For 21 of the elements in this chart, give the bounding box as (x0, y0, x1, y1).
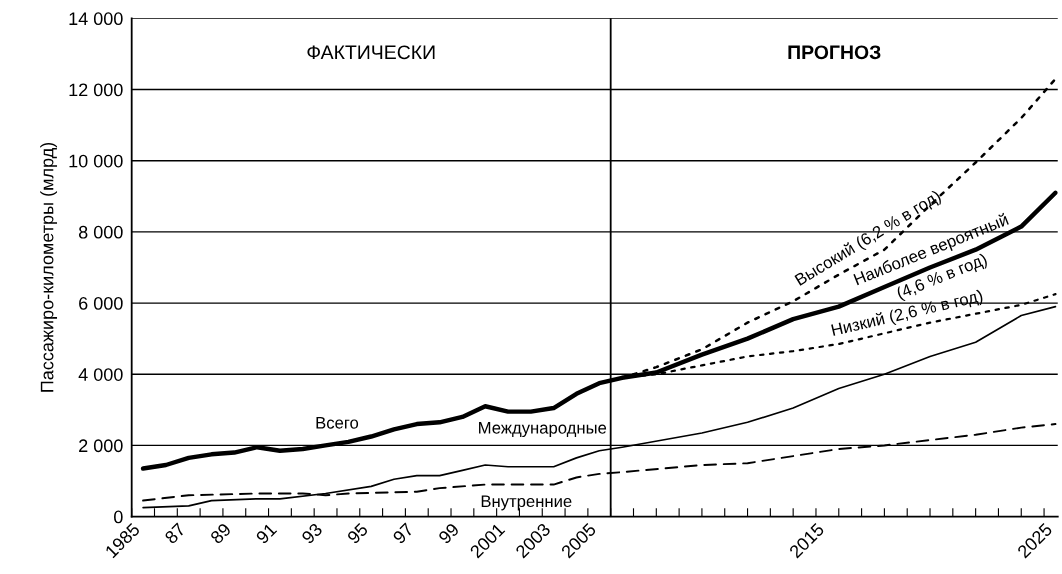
y-tick-label: 12 000 (69, 83, 123, 97)
y-tick-label: 6 000 (79, 297, 123, 310)
x-tick-label: 89 (209, 522, 232, 545)
x-tick-label: 91 (255, 522, 278, 545)
series-label: Международные (479, 422, 607, 438)
y-tick-label: 4 000 (78, 368, 123, 381)
series-label: Внутренние (481, 495, 572, 511)
x-tick-label: 95 (346, 522, 369, 545)
x-tick-label: 87 (164, 522, 187, 545)
series-label: Всего (316, 417, 359, 429)
y-tick-label: 2 000 (79, 439, 123, 453)
x-tick-label: 99 (437, 522, 460, 545)
y-tick-label: 0 (114, 510, 123, 524)
x-tick-label: 93 (300, 522, 323, 545)
y-tick-label: 14 000 (69, 12, 123, 26)
annotation: ФАКТИЧЕСКИ (307, 45, 435, 60)
y-tick-label: 10 000 (69, 154, 123, 168)
x-tick-label: 97 (392, 522, 415, 545)
y-tick-label: 8 000 (78, 225, 123, 239)
annotation: ПРОГНОЗ (788, 45, 881, 60)
y-axis-title: Пассажиро-километры (млрд) (40, 142, 58, 392)
